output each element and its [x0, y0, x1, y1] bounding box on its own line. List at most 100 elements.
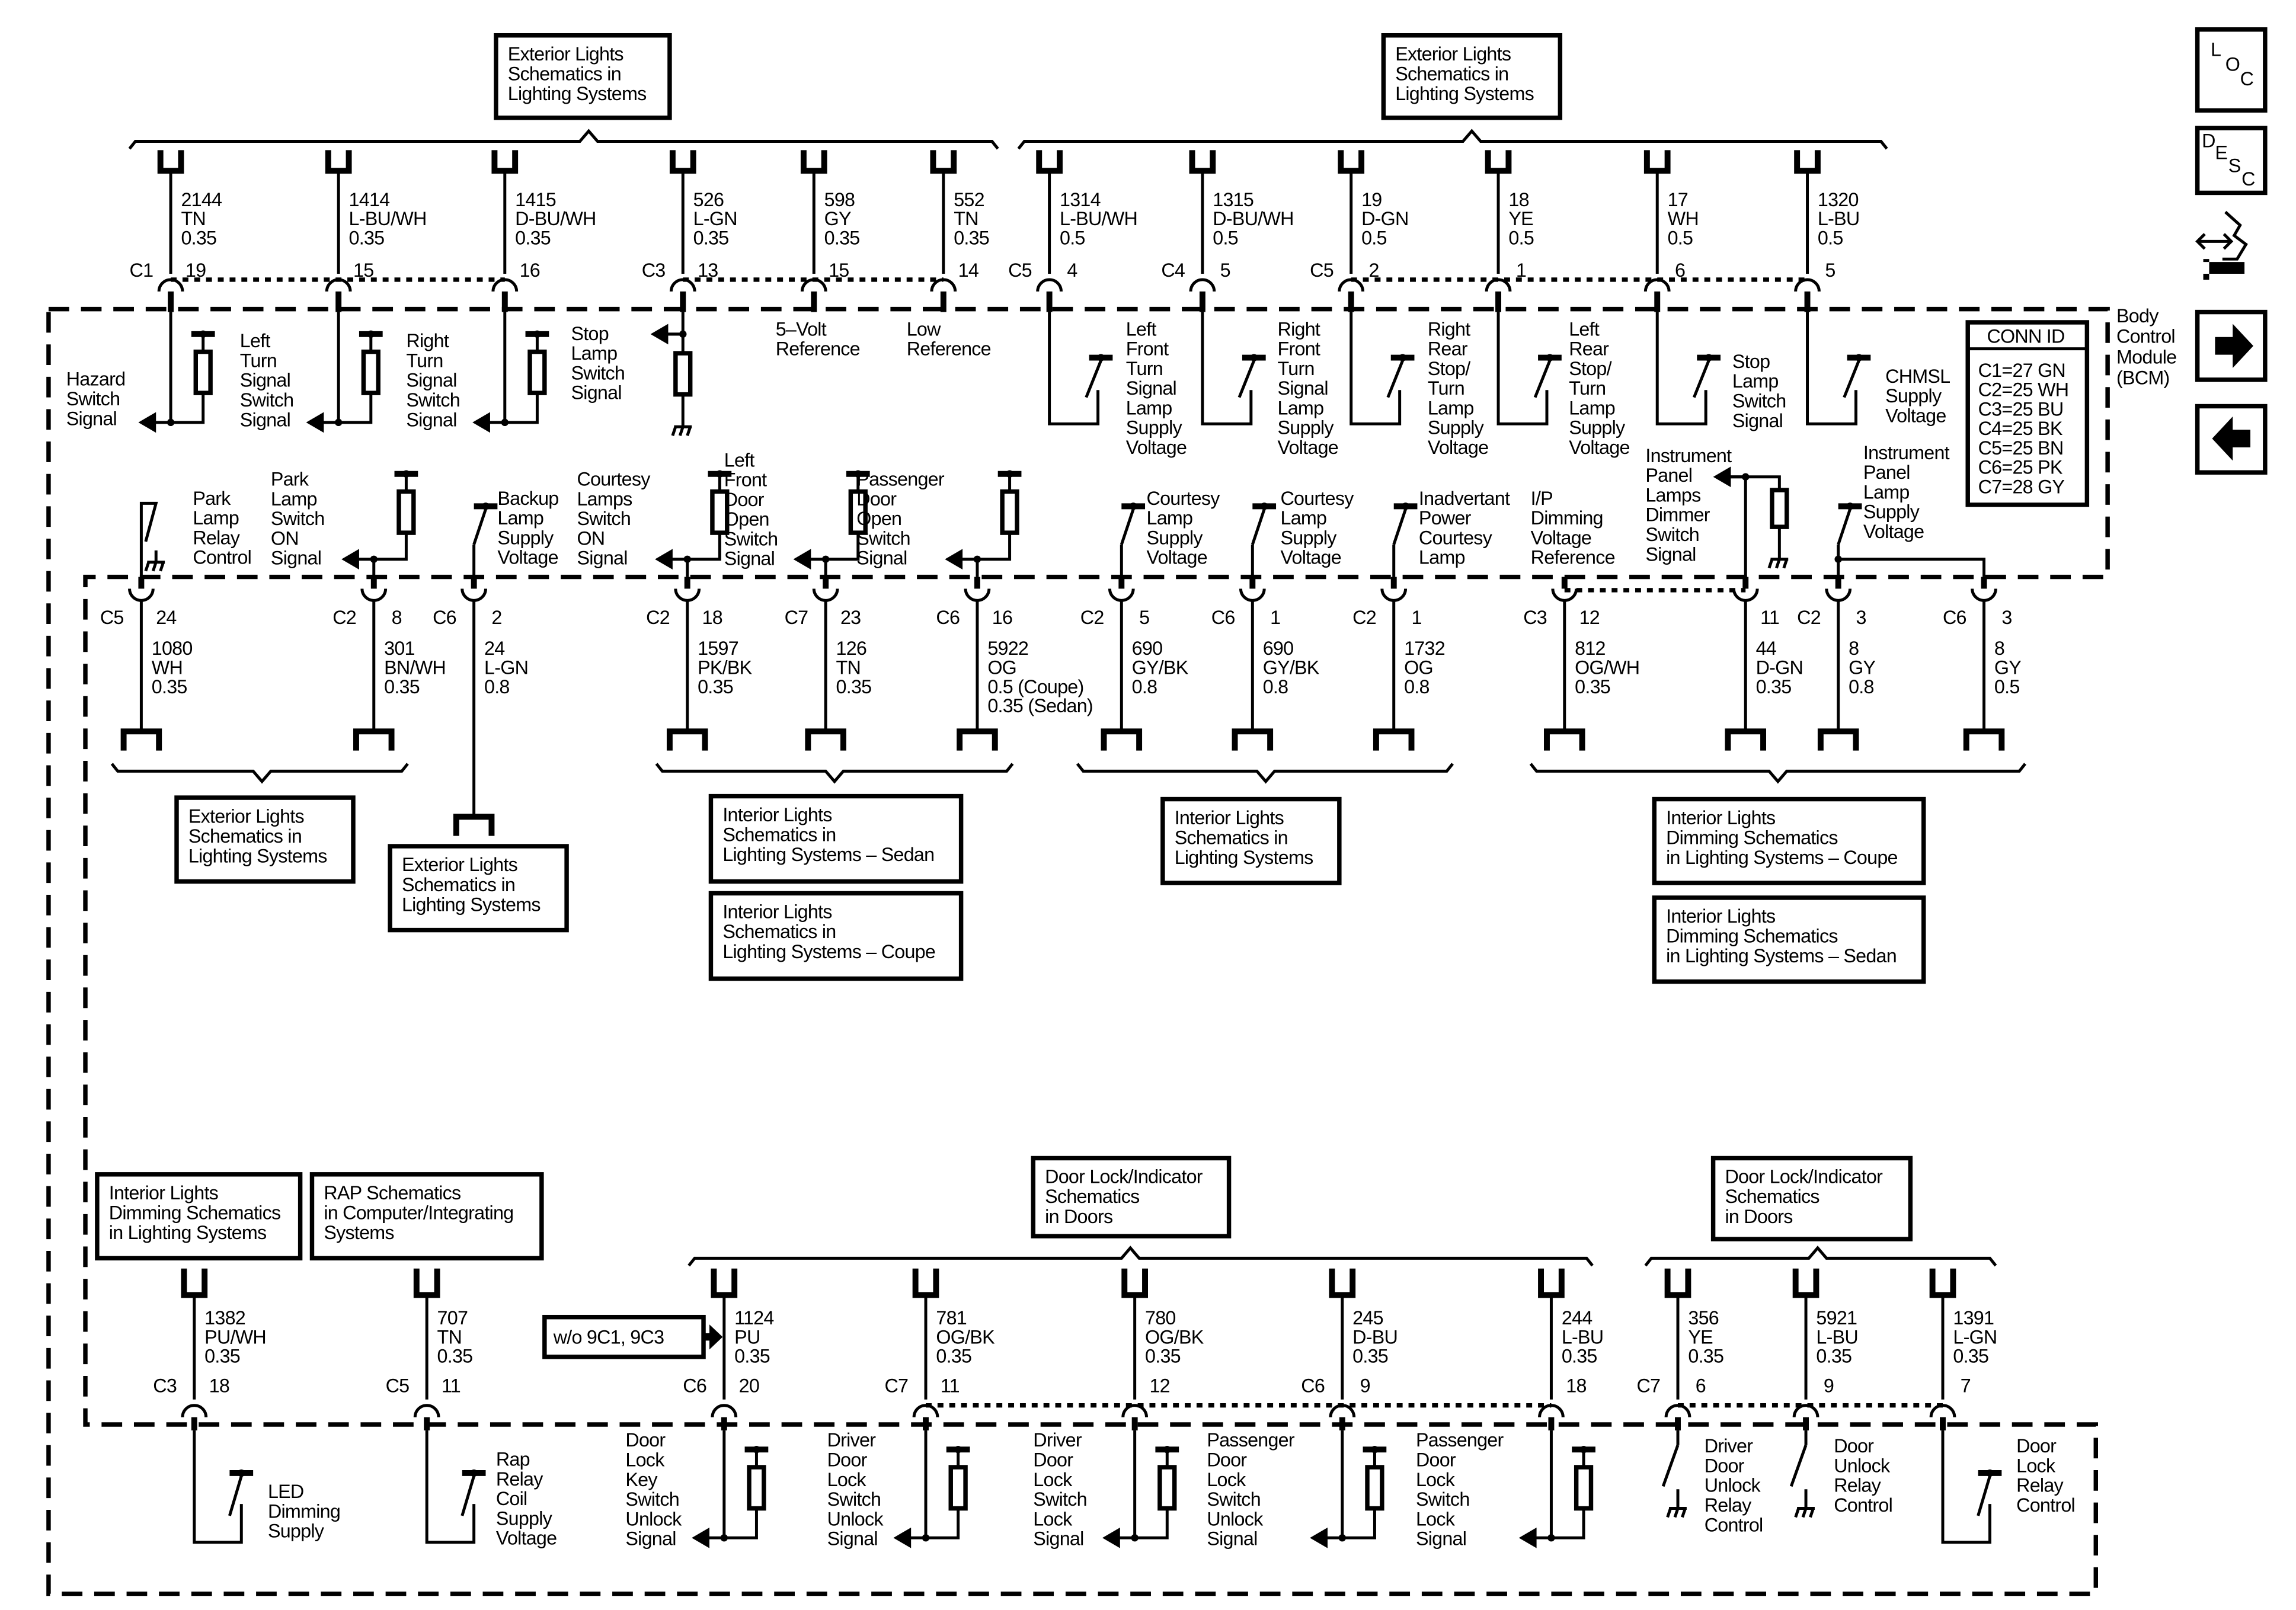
circuit-function-label: Courtesy — [577, 469, 651, 490]
terminal-icon — [1794, 150, 1821, 174]
reference-text: Dimming Schematics — [1666, 827, 1838, 848]
circuit-function-label: Lock — [1033, 1469, 1073, 1490]
reference-text: Lighting Systems — [508, 83, 647, 104]
description-icon[interactable]: D E S C — [2195, 126, 2268, 196]
circuit-function-label: Rear — [1428, 338, 1468, 360]
arrow-left-icon[interactable] — [2195, 404, 2268, 475]
connector-icon — [674, 588, 701, 602]
circuit-function-label: Lamps — [577, 488, 632, 510]
connector-id: C7 — [785, 607, 808, 628]
circuit-function-label: Lamp — [1569, 397, 1615, 418]
wire-number: 18 — [1508, 189, 1528, 210]
splice-dot — [334, 418, 343, 427]
pin-number: 12 — [1579, 607, 1600, 628]
signal-arrow-icon — [692, 1527, 709, 1548]
circuit-function-label: Voltage — [1281, 547, 1341, 568]
circuit-function-label: Switch — [827, 1489, 881, 1510]
circuit-function-label: Door — [724, 489, 765, 510]
circuit-function-label: Switch — [406, 389, 460, 411]
wire-size: 0.35 — [1352, 1346, 1388, 1367]
circuit-function-label: Door — [1207, 1449, 1247, 1471]
terminal-icon — [453, 814, 495, 836]
circuit-function-label: Dimming — [1531, 507, 1603, 529]
terminal-icon — [711, 1268, 738, 1298]
splice-dot — [1131, 1534, 1139, 1542]
circuit-function-label: Signal — [1033, 1528, 1083, 1550]
pin-number: 16 — [520, 260, 540, 281]
wire-size: 0.35 — [836, 676, 872, 697]
circuit-function-label: Front — [1126, 338, 1169, 360]
wire-number: 781 — [936, 1307, 967, 1329]
circuit-function-label: Left — [1126, 318, 1157, 340]
splice-dot — [1399, 354, 1406, 361]
wire-color: WH — [152, 657, 183, 678]
wire-color: L-GN — [1953, 1326, 1997, 1347]
circuit-function-label: Switch — [856, 527, 910, 549]
circuit-function-label: Courtesy — [1281, 488, 1355, 509]
connector-icon — [1825, 588, 1852, 602]
circuit-function-label: I/P — [1531, 488, 1553, 509]
terminal-icon — [353, 728, 395, 751]
circuit-function-label: Passenger — [1207, 1429, 1295, 1451]
resistor-icon — [710, 489, 730, 535]
arrow-right-icon[interactable] — [2195, 309, 2268, 382]
circuit-1414: 1414L-BU/WH0.3515LeftTurnSignalSwitchSig… — [240, 150, 427, 433]
wire-size: 0.35 — [152, 676, 187, 697]
connector-id: C3 — [642, 260, 666, 281]
splice-dot — [1371, 1445, 1379, 1454]
circuit-function-label: Voltage — [1147, 547, 1207, 568]
circuit-function-label: Voltage — [1126, 437, 1187, 458]
connector-icon — [1792, 1404, 1819, 1417]
location-icon[interactable]: L O C — [2195, 27, 2268, 113]
harness-connector-icon[interactable] — [2195, 210, 2248, 280]
switch-icon — [228, 1475, 243, 1516]
circuit-function-label: Driver — [1033, 1429, 1082, 1451]
wire — [1048, 312, 1100, 425]
signal-arrow-icon — [472, 412, 490, 433]
terminal-icon — [120, 728, 162, 751]
ground-icon — [1767, 558, 1789, 569]
wire-size: 0.8 — [1404, 676, 1430, 697]
connector-icon — [1380, 588, 1408, 602]
switch-icon — [1237, 360, 1256, 398]
wire-size: 0.35 — [1953, 1346, 1988, 1367]
connector-icon — [128, 588, 155, 602]
switch-icon — [1251, 508, 1266, 545]
connector-id: C3 — [1523, 607, 1547, 628]
wire-color: D-BU — [1352, 1326, 1398, 1347]
reference-text: Dimming Schematics — [1666, 926, 1838, 947]
circuit-function-label: Switch — [1416, 1489, 1470, 1510]
reference-text: in Doors — [1045, 1206, 1112, 1227]
circuit-function-label: Stop/ — [1428, 358, 1470, 379]
circuit-function-label: Control — [1705, 1514, 1763, 1535]
reference-text: in Doors — [1725, 1206, 1792, 1227]
wire-number: 5921 — [1816, 1307, 1857, 1329]
circuit-function-label: Courtesy — [1419, 527, 1493, 548]
reference-text: Interior Lights — [1666, 905, 1775, 927]
reference-text: Schematics in — [402, 874, 515, 895]
connector-icon — [1189, 278, 1216, 292]
conn-id-title: CONN ID — [1987, 326, 2065, 347]
terminal-icon — [1792, 1268, 1819, 1298]
switch-icon — [1533, 360, 1552, 398]
connector-icon — [461, 588, 487, 602]
